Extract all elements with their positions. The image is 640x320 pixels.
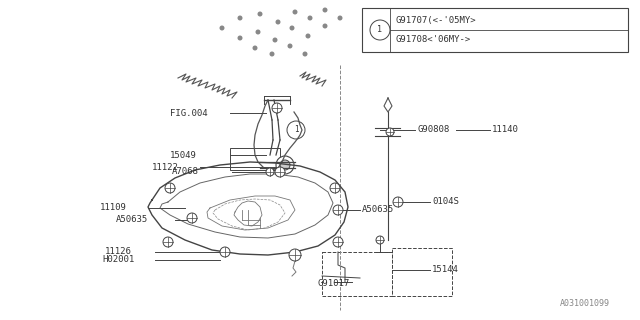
Text: G91017: G91017 [318,279,350,289]
Circle shape [287,44,292,49]
Circle shape [289,26,294,30]
Circle shape [266,168,274,176]
Circle shape [237,15,243,20]
Text: G91707(<-'05MY>: G91707(<-'05MY> [396,15,477,25]
Bar [230,148,280,170]
Text: 11109: 11109 [100,204,127,212]
Text: 0104S: 0104S [432,197,459,206]
Bar [362,8,628,52]
Circle shape [333,237,343,247]
Circle shape [237,36,243,41]
Circle shape [187,213,197,223]
Circle shape [376,236,384,244]
Circle shape [276,156,294,174]
Circle shape [280,160,290,170]
Bar [392,248,452,296]
Circle shape [220,247,230,257]
Circle shape [163,237,173,247]
Circle shape [272,103,282,113]
Circle shape [303,52,307,57]
Circle shape [292,10,298,14]
Circle shape [289,249,301,261]
Circle shape [257,12,262,17]
Circle shape [305,34,310,38]
Circle shape [220,26,225,30]
Text: 1: 1 [294,125,298,134]
Text: A031001099: A031001099 [560,299,610,308]
Text: G91708<'06MY->: G91708<'06MY-> [396,36,471,44]
Circle shape [330,183,340,193]
Circle shape [386,128,394,136]
Circle shape [307,15,312,20]
Text: G90808: G90808 [418,125,451,134]
Text: 11140: 11140 [492,125,519,134]
Circle shape [323,23,328,28]
Circle shape [269,52,275,57]
Text: A50635: A50635 [362,205,394,214]
Circle shape [393,197,403,207]
Circle shape [275,20,280,25]
Circle shape [323,7,328,12]
Bar [322,252,392,296]
Circle shape [273,37,278,43]
Circle shape [255,29,260,35]
Circle shape [275,167,285,177]
Circle shape [333,205,343,215]
Text: 15049: 15049 [170,150,197,159]
Circle shape [337,15,342,20]
Text: A50635: A50635 [116,215,148,225]
Circle shape [253,45,257,51]
Text: H02001: H02001 [102,255,134,265]
Text: 1: 1 [378,26,383,35]
Circle shape [165,183,175,193]
Text: 11126: 11126 [105,247,132,257]
Text: 15144: 15144 [432,266,459,275]
Text: A7068: A7068 [172,167,199,177]
Text: FIG.004: FIG.004 [170,108,207,117]
Text: 11122: 11122 [152,163,179,172]
